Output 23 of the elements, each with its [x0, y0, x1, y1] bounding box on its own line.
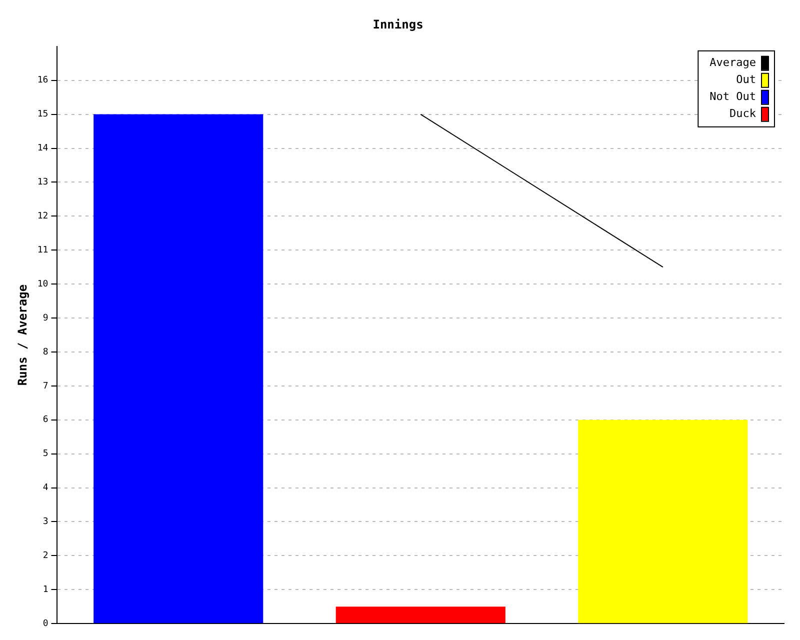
y-tick-label: 7: [42, 381, 48, 392]
y-tick-label: 10: [37, 279, 48, 290]
y-tick-label: 9: [42, 313, 48, 324]
legend-label: Not Out: [710, 90, 756, 103]
chart-title: Innings: [372, 17, 424, 32]
y-tick-label: 15: [37, 110, 48, 120]
y-tick-label: 11: [37, 245, 48, 256]
legend-label: Average: [710, 56, 756, 69]
legend-label: Duck: [730, 106, 756, 120]
y-tick-label: 12: [37, 212, 48, 222]
y-tick-label: 2: [42, 551, 48, 562]
y-tick-label: 3: [42, 517, 48, 528]
y-tick-label: 13: [37, 178, 48, 188]
legend-label: Out: [736, 72, 756, 86]
y-tick-label: 14: [37, 144, 48, 154]
y-tick-label: 4: [42, 483, 48, 494]
y-tick-label: 0: [42, 618, 48, 629]
y-tick-label: 8: [42, 347, 48, 358]
y-tick-label: 16: [37, 76, 48, 86]
y-tick-label: 6: [42, 415, 48, 426]
y-tick-label: 1: [42, 584, 48, 595]
y-axis-title: Runs / Average: [15, 284, 30, 386]
y-tick-label: 5: [42, 449, 48, 460]
